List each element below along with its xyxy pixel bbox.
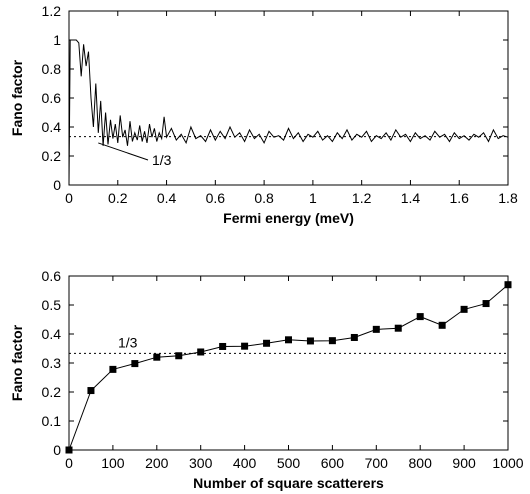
y-tick-label: 0.4 [42, 119, 62, 135]
data-point-marker [153, 353, 161, 361]
y-tick-label: 0.4 [42, 326, 62, 342]
y-axis-label: Fano factor [9, 59, 25, 136]
data-point-marker [65, 446, 73, 454]
data-point-marker [219, 342, 227, 350]
fano-factor-series-line [68, 39, 509, 186]
y-tick-label: 0.3 [42, 355, 62, 371]
x-tick-label: 900 [452, 455, 476, 471]
y-tick-label: 0.2 [42, 384, 62, 400]
x-tick-label: 0 [65, 190, 73, 206]
y-tick-label: 1 [53, 32, 61, 48]
data-point-marker [306, 337, 314, 345]
y-tick-label: 0.1 [42, 413, 62, 429]
x-tick-label: 600 [321, 455, 345, 471]
tick-marks [68, 275, 509, 451]
y-tick-label: 0.8 [42, 61, 62, 77]
annotation-leader-line [98, 142, 149, 161]
x-tick-label: 0 [65, 455, 73, 471]
series-markers [65, 281, 512, 454]
data-point-marker [175, 352, 183, 360]
x-axis-label: Number of square scatterers [193, 475, 384, 491]
y-tick-label: 0.6 [42, 90, 62, 106]
x-tick-label: 1 [309, 190, 317, 206]
data-point-marker [416, 313, 424, 321]
y-tick-label: 0.6 [42, 268, 62, 284]
x-tick-label: 800 [409, 455, 433, 471]
data-point-marker [131, 360, 139, 368]
x-tick-label: 100 [101, 455, 125, 471]
data-point-marker [328, 337, 336, 345]
x-tick-label: 1.8 [498, 190, 518, 206]
x-tick-label: 0.4 [157, 190, 177, 206]
x-tick-label: 300 [189, 455, 213, 471]
x-tick-label: 200 [145, 455, 169, 471]
data-point-marker [394, 324, 402, 332]
y-tick-label: 0.2 [42, 148, 62, 164]
data-point-marker [438, 321, 446, 329]
tick-marks [68, 10, 509, 186]
scatterers-chart: 0 100 200 300 400 500 600 700 800 900 1000 0 0.1 0.2 0… [9, 268, 524, 491]
tick-labels: 0 100 200 300 400 500 600 700 800 900 1000 0 0.1 0.2 0… [42, 268, 524, 471]
data-point-marker [460, 305, 468, 313]
y-tick-label: 0.5 [42, 297, 62, 313]
x-tick-label: 500 [277, 455, 301, 471]
one-third-annotation: 1/3 [152, 152, 172, 168]
data-point-marker [372, 325, 380, 333]
x-tick-label: 400 [233, 455, 257, 471]
data-point-marker [350, 333, 358, 341]
tick-labels: 0 0.2 0.4 0.6 0.8 1 1.2 1.4 1.6 1.8 0 0.2 0.4 0.6 0.8 1… [42, 3, 518, 206]
data-point-marker [482, 300, 490, 308]
x-tick-label: 700 [365, 455, 389, 471]
plot-frame [68, 10, 509, 186]
x-tick-label: 1.2 [352, 190, 372, 206]
x-tick-label: 1.4 [401, 190, 421, 206]
fano-factor-series-line [68, 284, 509, 451]
y-tick-label: 0 [53, 442, 61, 458]
data-point-marker [285, 336, 292, 344]
y-tick-label: 0 [53, 177, 61, 193]
one-third-annotation: 1/3 [118, 334, 138, 350]
x-tick-label: 0.6 [206, 190, 226, 206]
data-point-marker [263, 339, 271, 347]
data-point-marker [241, 342, 249, 350]
data-point-marker [197, 348, 205, 356]
y-tick-label: 1.2 [42, 3, 62, 19]
x-tick-label: 1000 [492, 455, 523, 471]
x-tick-label: 1.6 [449, 190, 469, 206]
data-point-marker [504, 281, 512, 289]
fermi-energy-chart: 0 0.2 0.4 0.6 0.8 1 1.2 1.4 1.6 1.8 0 0.2 0.4 0.6 0.8 1… [9, 3, 518, 226]
x-axis-label: Fermi energy (meV) [223, 210, 354, 226]
x-tick-label: 0.2 [108, 190, 128, 206]
x-tick-label: 0.8 [254, 190, 274, 206]
y-axis-label: Fano factor [9, 324, 25, 401]
data-point-marker [109, 365, 117, 373]
data-point-marker [87, 387, 95, 395]
